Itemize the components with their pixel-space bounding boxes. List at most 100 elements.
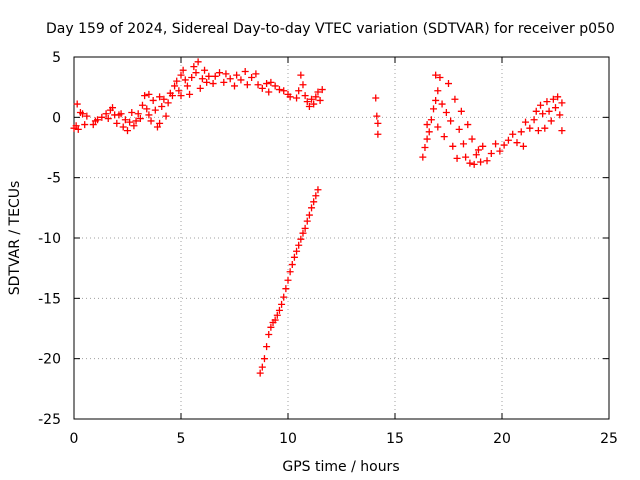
data-point <box>425 128 433 136</box>
data-point <box>216 69 224 77</box>
data-point <box>316 96 324 104</box>
data-point <box>275 306 283 314</box>
data-point <box>554 93 562 101</box>
data-point <box>440 133 448 141</box>
data-point <box>468 135 476 143</box>
data-point <box>509 130 517 138</box>
data-point <box>104 115 112 123</box>
data-point <box>98 113 106 121</box>
data-point <box>305 211 313 219</box>
data-point <box>537 101 545 109</box>
data-point <box>121 116 129 124</box>
data-point <box>445 80 452 88</box>
data-point <box>451 95 459 103</box>
y-tick-label: 0 <box>52 110 61 126</box>
data-point <box>267 323 275 331</box>
data-point <box>318 86 326 94</box>
data-point <box>517 128 525 136</box>
data-point <box>558 127 566 135</box>
plot-frame <box>73 56 610 420</box>
data-point <box>113 119 121 127</box>
data-point <box>198 75 206 83</box>
data-point <box>483 157 491 165</box>
data-point <box>222 70 230 78</box>
data-point <box>177 92 185 100</box>
data-point <box>102 110 110 118</box>
data-point <box>453 154 461 162</box>
data-point <box>237 76 245 84</box>
data-point <box>273 311 281 319</box>
data-point <box>479 142 487 150</box>
x-tick-labels: 0 5 10 15 20 25 <box>70 431 618 447</box>
data-point <box>175 87 183 95</box>
data-point <box>278 300 286 308</box>
data-point <box>183 82 191 90</box>
data-point <box>143 105 151 113</box>
data-point <box>265 331 273 339</box>
data-point <box>455 125 463 133</box>
data-point <box>423 135 431 143</box>
data-point <box>301 92 309 100</box>
data-point <box>263 343 271 351</box>
data-point <box>308 95 316 103</box>
data-point <box>124 127 131 135</box>
data-point <box>374 119 382 127</box>
data-point <box>181 76 189 84</box>
data-point <box>220 78 228 86</box>
data-point <box>156 93 164 101</box>
data-point <box>552 104 559 112</box>
data-point <box>248 74 256 82</box>
data-point <box>72 122 80 130</box>
data-point <box>434 123 442 131</box>
data-point <box>310 198 318 206</box>
data-point <box>173 77 181 85</box>
data-point <box>145 90 153 98</box>
data-point <box>190 63 198 71</box>
data-point <box>265 88 273 96</box>
data-point <box>186 90 194 98</box>
data-point <box>457 107 465 115</box>
data-point <box>117 110 125 118</box>
data-point <box>188 74 196 82</box>
data-point <box>295 241 303 249</box>
data-point <box>449 142 457 150</box>
chart-title: Day 159 of 2024, Sidereal Day-to-day VTE… <box>46 21 615 37</box>
data-point <box>526 124 534 132</box>
data-point <box>145 111 153 119</box>
data-point <box>267 78 275 86</box>
data-point <box>258 84 266 92</box>
data-point <box>284 276 292 284</box>
data-point <box>132 117 140 125</box>
data-point <box>211 72 219 80</box>
y-tick-label: -20 <box>38 352 61 368</box>
data-point <box>286 93 294 101</box>
data-point <box>286 268 294 276</box>
x-axis-label: GPS time / hours <box>282 459 399 475</box>
x-tick-label: 5 <box>177 431 186 447</box>
data-point <box>459 140 467 148</box>
data-point <box>314 186 322 194</box>
data-point <box>226 75 234 83</box>
data-point <box>151 106 159 114</box>
data-point <box>297 71 305 79</box>
data-point <box>310 100 318 108</box>
x-tick-label: 15 <box>386 431 404 447</box>
data-point <box>314 88 322 96</box>
data-point <box>301 224 309 232</box>
data-point <box>297 235 305 243</box>
data-point <box>299 229 307 237</box>
grid-lines <box>74 57 609 419</box>
data-point <box>522 118 530 126</box>
data-point <box>119 123 127 131</box>
data-point <box>282 285 290 293</box>
data-point <box>534 127 542 135</box>
data-point <box>280 293 288 301</box>
y-tick-label: -10 <box>38 231 61 247</box>
data-point <box>472 151 480 159</box>
data-point <box>558 99 566 107</box>
data-point <box>293 247 301 255</box>
data-point <box>432 71 440 79</box>
x-tick-label: 25 <box>600 431 618 447</box>
data-point <box>83 112 91 120</box>
data-point <box>372 94 380 102</box>
